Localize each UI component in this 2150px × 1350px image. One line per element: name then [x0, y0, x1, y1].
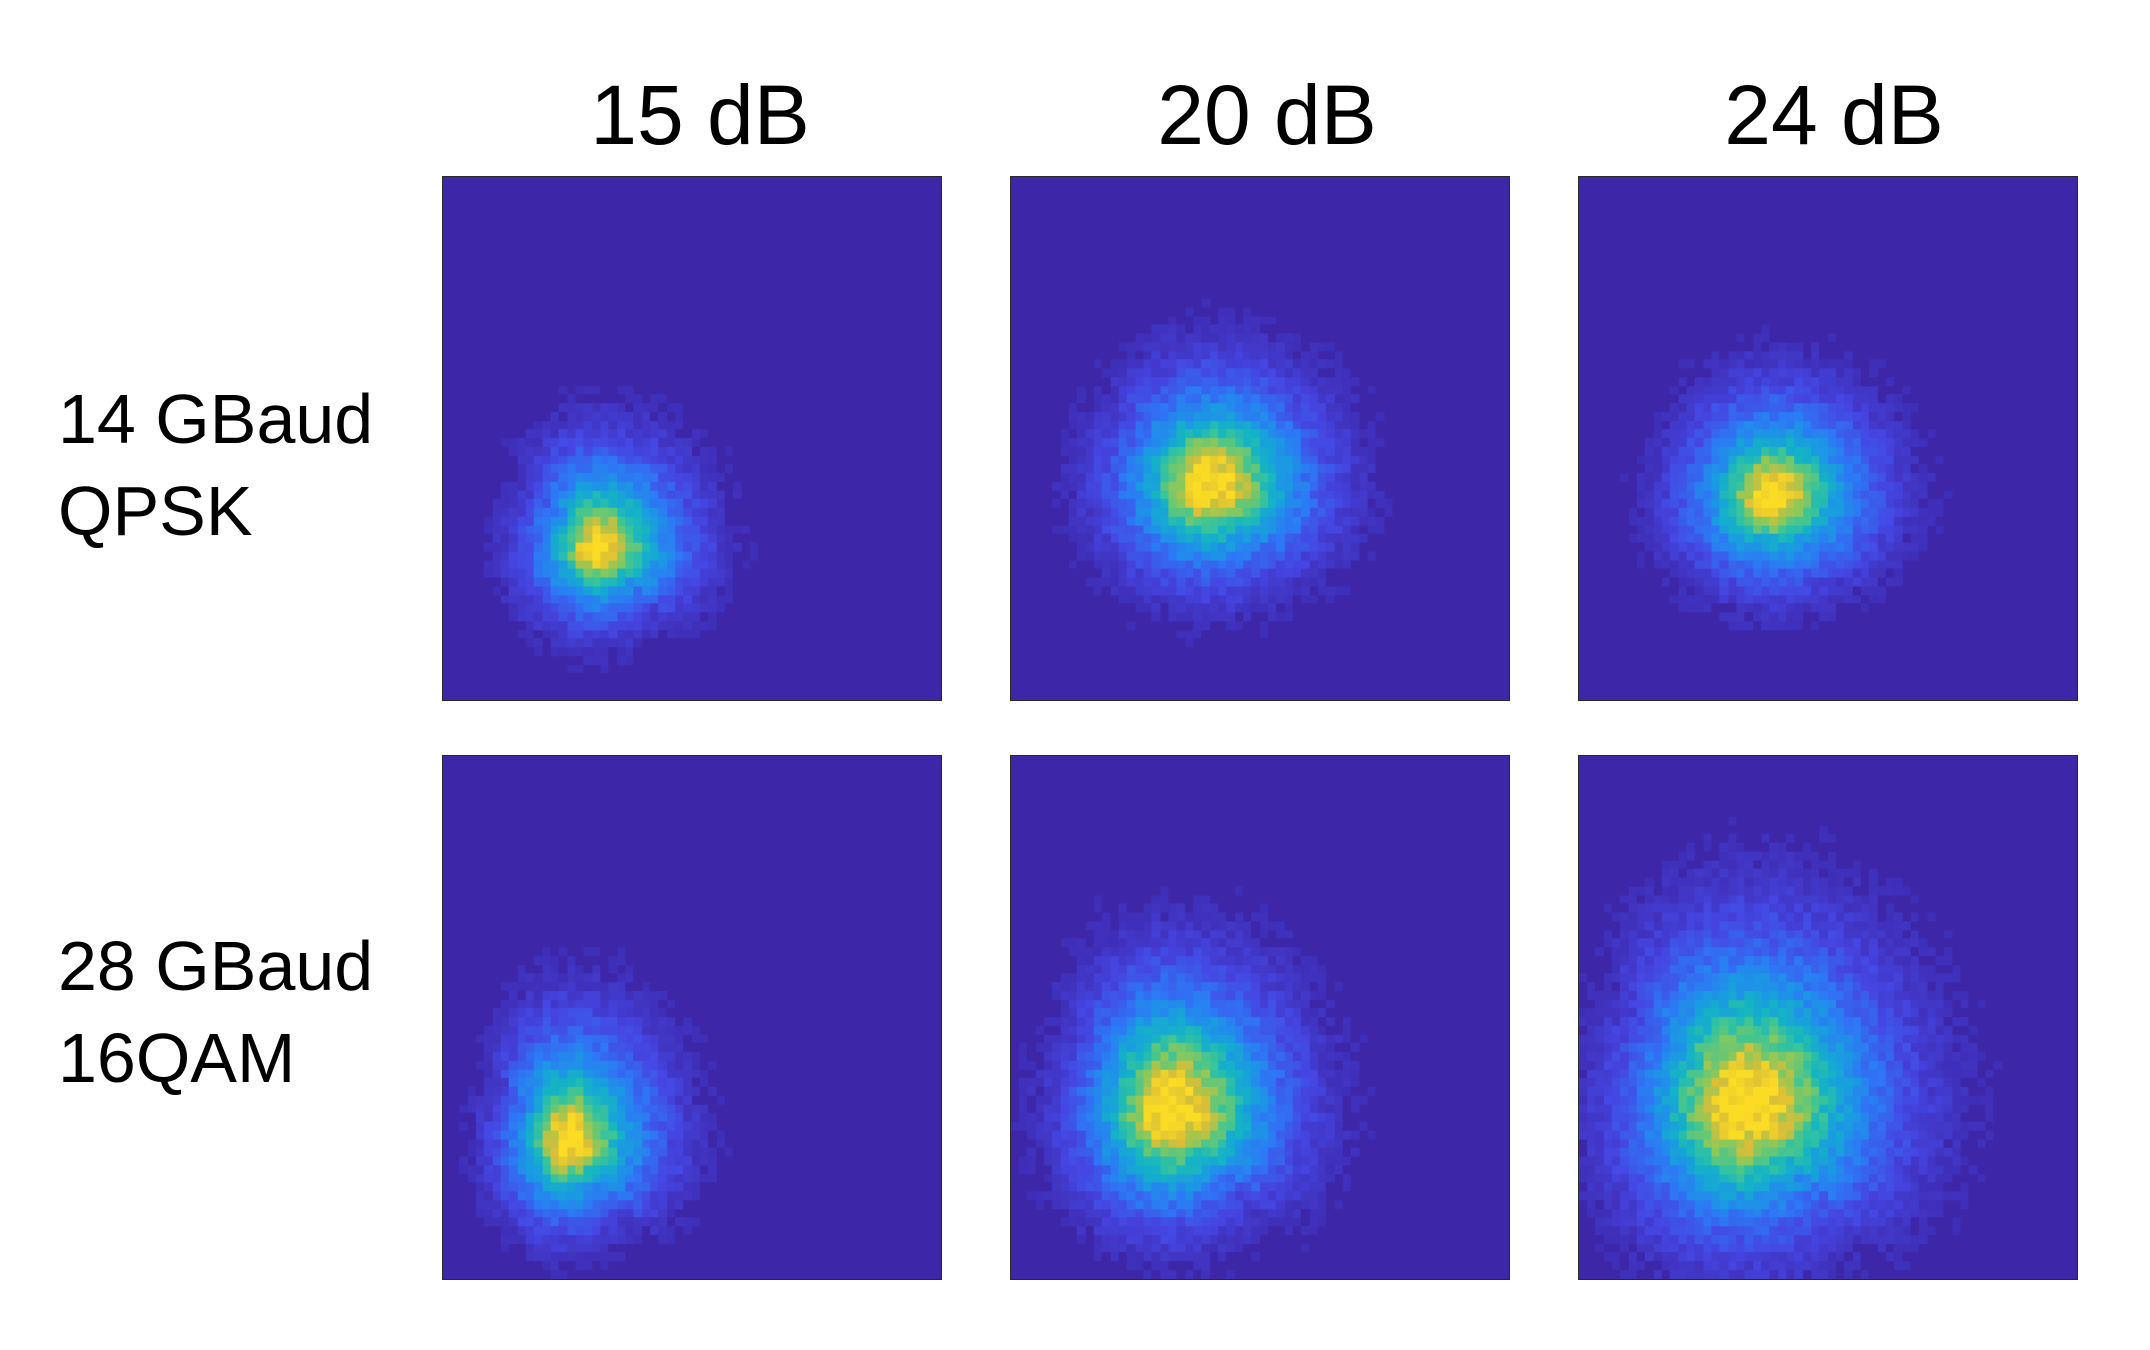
heatmap-panel-16qam-15db [442, 755, 942, 1280]
heatmap-canvas [443, 177, 941, 700]
row-label-qpsk: 14 GBaud QPSK [58, 373, 458, 557]
column-label-24db: 24 dB [1724, 68, 1944, 162]
row-label-qpsk-line1: 14 GBaud [58, 380, 374, 458]
heatmap-panel-qpsk-24db [1578, 176, 2078, 701]
column-label-15db: 15 dB [590, 68, 810, 162]
row-label-qpsk-line2: QPSK [58, 472, 253, 550]
heatmap-canvas [1011, 756, 1509, 1279]
heatmap-panel-16qam-24db [1578, 755, 2078, 1280]
heatmap-panel-qpsk-20db [1010, 176, 1510, 701]
heatmap-canvas [1011, 177, 1509, 700]
heatmap-canvas [1579, 177, 2077, 700]
row-label-16qam-line1: 28 GBaud [58, 927, 374, 1005]
heatmap-panel-16qam-20db [1010, 755, 1510, 1280]
heatmap-panel-qpsk-15db [442, 176, 942, 701]
heatmap-canvas [1579, 756, 2077, 1279]
row-label-16qam: 28 GBaud 16QAM [58, 920, 458, 1104]
column-label-20db: 20 dB [1157, 68, 1377, 162]
row-label-16qam-line2: 16QAM [58, 1019, 296, 1097]
heatmap-canvas [443, 756, 941, 1279]
